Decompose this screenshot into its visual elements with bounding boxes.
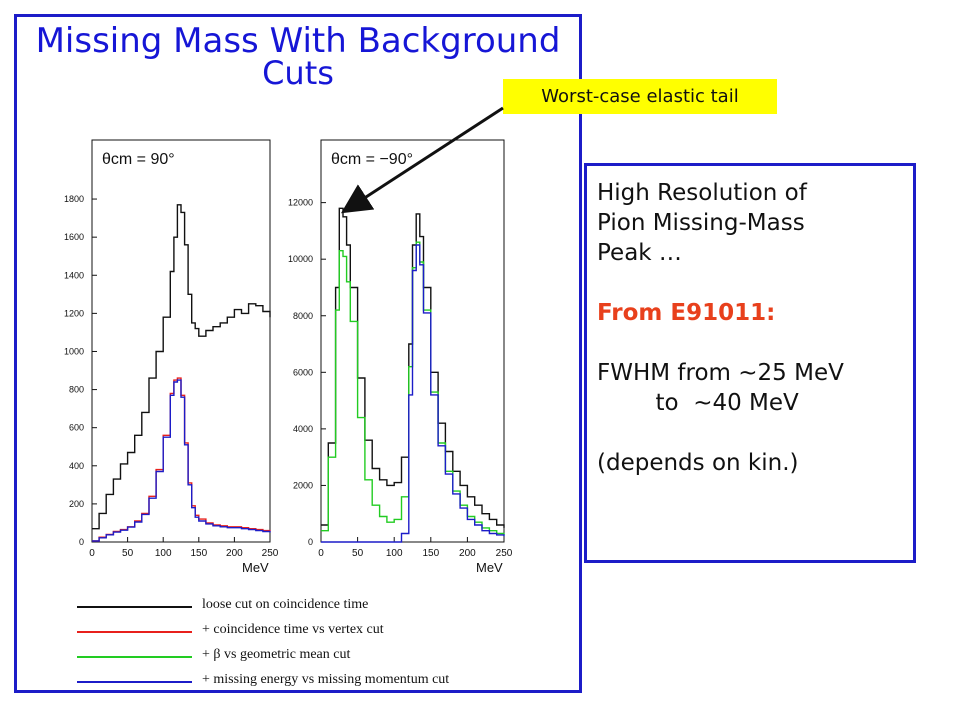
x-tick-label: 200 [459,548,476,559]
legend-swatch [77,656,192,658]
info-line: (depends on kin.) [597,450,799,476]
x-tick-label: 100 [155,548,172,559]
info-highlight: From E91011: [597,300,776,326]
y-tick-label: 400 [69,461,84,471]
y-tick-label: 4000 [293,424,313,434]
legend: loose cut on coincidence time + coincide… [77,595,557,695]
legend-label: loose cut on coincidence time [202,597,369,612]
legend-label: + missing energy vs missing momentum cut [202,672,450,687]
legend-label: + β vs geometric mean cut [202,647,351,662]
info-box: High Resolution of Pion Missing-Mass Pea… [584,163,916,563]
figure-title: Missing Mass With Background Cuts [17,21,579,92]
y-tick-label: 8000 [293,311,313,321]
x-tick-label: 0 [89,548,95,559]
histogram-series [92,204,271,530]
legend-item: + coincidence time vs vertex cut [77,620,557,645]
x-tick-label: 150 [422,548,439,559]
legend-swatch [77,681,192,683]
x-tick-label: 0 [318,548,324,559]
title-line-2: Cuts [262,54,334,92]
y-tick-label: 1400 [64,270,84,280]
histogram-series [92,379,271,542]
legend-label: + coincidence time vs vertex cut [202,622,384,637]
x-tick-label: 50 [352,548,364,559]
y-tick-label: 0 [308,537,313,547]
info-line: FWHM from ~25 MeV [597,360,844,386]
x-tick-label: 150 [190,548,207,559]
plot-frame [91,139,271,543]
info-line: to ~40 MeV [597,390,799,416]
x-tick-label: 250 [262,548,279,559]
y-tick-label: 12000 [288,198,313,208]
legend-item: + missing energy vs missing momentum cut [77,670,557,695]
legend-swatch [77,606,192,608]
y-tick-label: 1200 [64,308,84,318]
figure-panel: Missing Mass With Background Cuts 0 50 100… [14,14,582,693]
legend-swatch [77,631,192,633]
y-tick-label: 800 [69,385,84,395]
y-tick-label: 600 [69,423,84,433]
y-tick-label: 6000 [293,367,313,377]
y-tick-label: 1000 [64,346,84,356]
x-tick-label: 50 [122,548,134,559]
y-tick-label: 1600 [64,232,84,242]
y-tick-label: 2000 [293,480,313,490]
legend-item: loose cut on coincidence time [77,595,557,620]
y-tick-label: 10000 [288,254,313,264]
histogram-plots: 0 50 100 150 200 2500200400600800100012001400… [64,139,513,575]
y-tick-label: 0 [79,537,84,547]
info-line: Pion Missing-Mass [597,210,805,236]
panel-label: θcm = −90° [331,151,413,168]
y-tick-label: 200 [69,499,84,509]
info-line: High Resolution of [597,180,807,206]
title-line-1: Missing Mass With Background [35,21,561,61]
info-line: Peak … [597,240,682,266]
x-axis-label: MeV [476,560,503,575]
callout-label: Worst-case elastic tail [503,79,777,114]
x-tick-label: 100 [386,548,403,559]
histogram-series [92,377,271,542]
histogram-series [321,244,505,543]
y-tick-label: 1800 [64,194,84,204]
x-tick-label: 200 [226,548,243,559]
legend-item: + β vs geometric mean cut [77,645,557,670]
x-axis-label: MeV [242,560,269,575]
x-tick-label: 250 [496,548,513,559]
panel-label: θcm = 90° [102,151,175,168]
